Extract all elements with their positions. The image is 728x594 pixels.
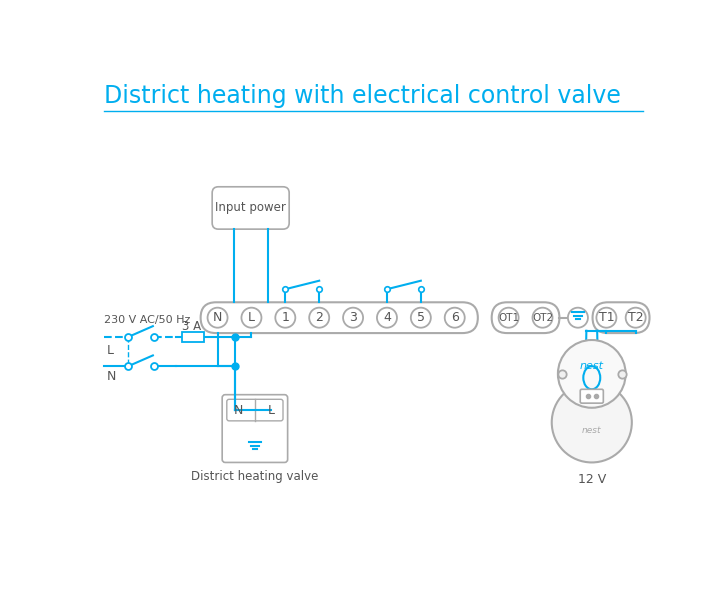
Text: T1: T1 bbox=[598, 311, 614, 324]
Text: District heating with electrical control valve: District heating with electrical control… bbox=[103, 84, 620, 108]
Circle shape bbox=[558, 340, 625, 407]
Text: 5: 5 bbox=[417, 311, 425, 324]
Circle shape bbox=[596, 308, 617, 328]
FancyBboxPatch shape bbox=[491, 302, 559, 333]
Text: L: L bbox=[268, 403, 274, 416]
Text: 12 V: 12 V bbox=[577, 473, 606, 486]
Text: nest: nest bbox=[579, 361, 604, 371]
Text: L: L bbox=[248, 311, 255, 324]
Text: 6: 6 bbox=[451, 311, 459, 324]
Text: 3 A: 3 A bbox=[182, 320, 201, 333]
Circle shape bbox=[377, 308, 397, 328]
Circle shape bbox=[445, 308, 464, 328]
Circle shape bbox=[343, 308, 363, 328]
FancyBboxPatch shape bbox=[593, 302, 649, 333]
Circle shape bbox=[275, 308, 296, 328]
FancyBboxPatch shape bbox=[222, 394, 288, 463]
FancyBboxPatch shape bbox=[580, 389, 604, 403]
Circle shape bbox=[207, 308, 228, 328]
Circle shape bbox=[568, 308, 588, 328]
Circle shape bbox=[499, 308, 518, 328]
FancyBboxPatch shape bbox=[212, 187, 289, 229]
Text: District heating valve: District heating valve bbox=[191, 470, 319, 483]
Text: 4: 4 bbox=[383, 311, 391, 324]
Circle shape bbox=[532, 308, 553, 328]
Circle shape bbox=[309, 308, 329, 328]
FancyBboxPatch shape bbox=[201, 302, 478, 333]
Text: L: L bbox=[107, 345, 114, 357]
Text: 3: 3 bbox=[349, 311, 357, 324]
Text: Input power: Input power bbox=[215, 201, 286, 214]
Text: T2: T2 bbox=[628, 311, 644, 324]
Text: N: N bbox=[213, 311, 222, 324]
Text: 2: 2 bbox=[315, 311, 323, 324]
Bar bbox=[182, 332, 204, 342]
Text: 230 V AC/50 Hz: 230 V AC/50 Hz bbox=[103, 315, 190, 325]
FancyBboxPatch shape bbox=[227, 399, 283, 421]
Text: nest: nest bbox=[582, 425, 601, 435]
Circle shape bbox=[625, 308, 646, 328]
Text: OT2: OT2 bbox=[532, 312, 553, 323]
Circle shape bbox=[552, 383, 632, 463]
Text: 1: 1 bbox=[282, 311, 289, 324]
Text: N: N bbox=[234, 403, 243, 416]
Circle shape bbox=[411, 308, 431, 328]
Text: OT1: OT1 bbox=[498, 312, 519, 323]
Circle shape bbox=[242, 308, 261, 328]
Text: N: N bbox=[107, 371, 116, 384]
